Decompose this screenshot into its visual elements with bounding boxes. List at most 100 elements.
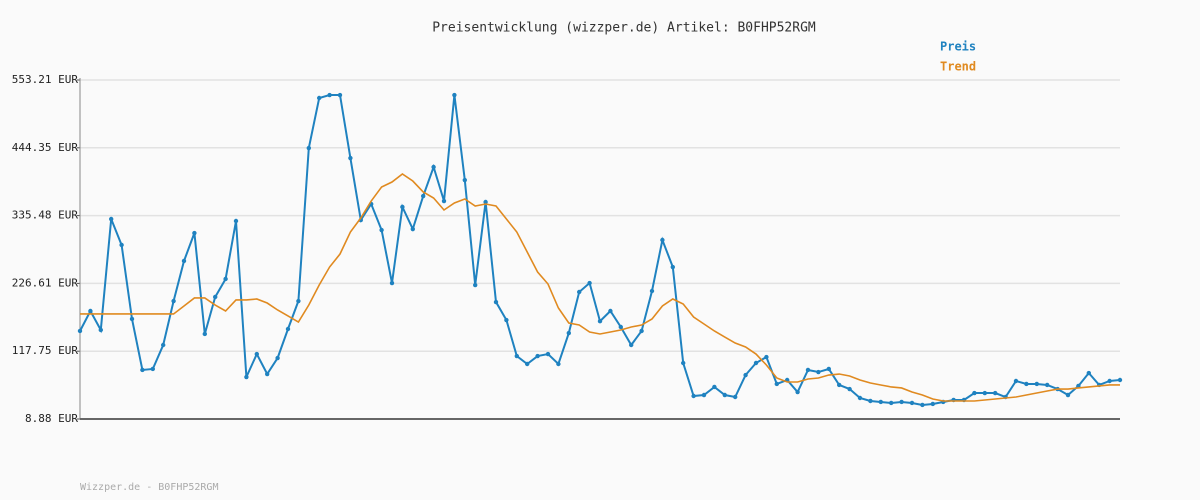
data-point	[400, 204, 405, 210]
data-point	[1065, 392, 1071, 398]
data-point	[660, 237, 665, 243]
data-point	[889, 400, 894, 406]
data-point	[556, 361, 561, 367]
data-point	[88, 308, 93, 314]
legend-label: Trend	[940, 60, 976, 74]
data-point	[77, 328, 83, 334]
data-point	[1045, 382, 1050, 388]
data-point	[816, 369, 821, 375]
data-point	[244, 374, 249, 380]
data-point	[129, 316, 135, 322]
data-point	[722, 392, 727, 398]
data-point	[670, 264, 675, 270]
data-point	[847, 386, 852, 392]
data-point	[993, 390, 998, 396]
data-point	[691, 393, 696, 399]
data-point	[618, 324, 623, 330]
data-point	[525, 361, 530, 367]
legend-label: Preis	[940, 40, 976, 54]
y-tick-label: 444.35 EUR	[12, 141, 79, 154]
data-point	[109, 216, 114, 222]
data-point	[535, 353, 540, 359]
data-point	[795, 389, 800, 395]
data-point	[213, 294, 218, 300]
data-point	[1024, 381, 1029, 387]
data-point	[712, 384, 717, 390]
data-point	[608, 308, 613, 314]
data-point	[597, 319, 603, 324]
data-point	[181, 258, 187, 264]
data-point	[1013, 378, 1019, 384]
series-line	[80, 172, 1120, 402]
data-point	[233, 218, 239, 224]
data-point	[379, 227, 384, 233]
data-point	[504, 317, 509, 323]
data-point	[1034, 381, 1040, 387]
data-point	[431, 164, 436, 170]
data-point	[899, 399, 904, 405]
data-point	[639, 328, 644, 334]
data-point	[909, 400, 915, 406]
data-point	[587, 280, 592, 286]
y-tick-label: 8.88 EUR	[25, 412, 78, 425]
y-tick-label: 226.61 EUR	[12, 276, 79, 289]
data-point	[296, 298, 301, 304]
data-point	[202, 331, 207, 337]
data-point	[483, 199, 488, 205]
data-point	[317, 95, 322, 101]
data-point	[577, 289, 582, 295]
data-point	[171, 298, 176, 304]
data-point	[441, 198, 447, 204]
data-point	[982, 390, 987, 396]
data-point	[681, 360, 686, 366]
data-point	[868, 398, 873, 404]
data-point	[327, 92, 332, 98]
data-point	[878, 399, 883, 405]
y-tick-label: 117.75 EUR	[12, 344, 79, 357]
y-tick-label: 335.48 EUR	[12, 209, 79, 222]
data-point	[1117, 377, 1123, 383]
data-point	[629, 342, 634, 348]
data-point	[514, 353, 519, 359]
data-point	[223, 276, 228, 282]
data-point	[493, 299, 499, 305]
data-point	[140, 367, 145, 373]
data-point	[285, 326, 291, 332]
data-point	[410, 226, 415, 232]
data-point	[473, 282, 478, 288]
data-point	[98, 327, 104, 333]
data-point	[275, 355, 280, 361]
footer: Wizzper.de - B0FHP52RGM	[80, 482, 218, 493]
data-point	[753, 360, 759, 366]
data-point	[389, 280, 395, 286]
data-point	[649, 288, 655, 294]
data-point	[774, 381, 779, 387]
data-point	[192, 230, 197, 236]
data-point	[462, 177, 467, 183]
data-point	[119, 242, 124, 248]
data-point	[421, 193, 426, 199]
data-point	[545, 351, 551, 357]
data-point	[348, 155, 353, 161]
data-point	[306, 145, 311, 151]
data-point	[1086, 370, 1092, 376]
data-point	[452, 92, 457, 98]
data-point	[764, 354, 769, 360]
chart-title: Preisentwicklung (wizzper.de) Artikel: B…	[432, 21, 816, 36]
data-point	[254, 351, 259, 357]
data-point	[733, 394, 738, 400]
data-point	[805, 367, 811, 373]
data-point	[1107, 378, 1112, 384]
data-point	[161, 342, 166, 348]
y-tick-label: 553.21 EUR	[12, 73, 79, 86]
data-point	[972, 390, 977, 396]
data-point	[743, 372, 748, 378]
data-point	[930, 401, 935, 407]
data-point	[920, 402, 925, 408]
data-point	[837, 382, 842, 388]
data-point	[265, 371, 270, 377]
data-point	[337, 92, 343, 98]
data-point	[826, 366, 831, 372]
